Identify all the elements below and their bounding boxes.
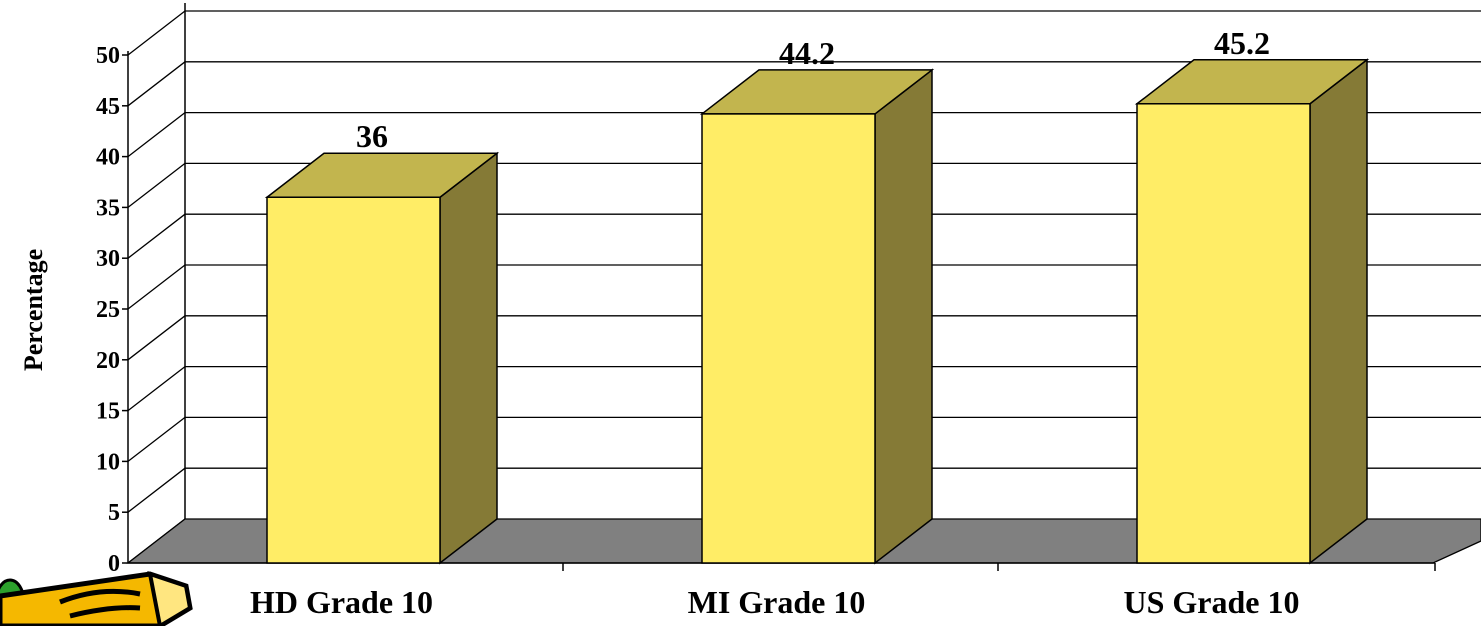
data-label: 36: [356, 118, 388, 154]
gridline-side: [127, 416, 186, 462]
bars: [264, 58, 1370, 565]
gridline-side: [127, 366, 186, 412]
y-axis-title: Percentage: [19, 249, 48, 371]
bar-front: [1136, 103, 1311, 564]
bar-front: [266, 196, 441, 564]
x-tick-label: US Grade 10: [1124, 584, 1300, 620]
data-label: 45.2: [1214, 25, 1270, 61]
gridline-side: [127, 112, 186, 158]
y-tick-label: 20: [96, 348, 120, 374]
bar-side: [874, 68, 933, 565]
gridline-side: [127, 213, 186, 259]
gridline-side: [127, 264, 186, 310]
x-tick-label: HD Grade 10: [250, 584, 433, 620]
bar-side: [1309, 58, 1368, 565]
y-tick-label: 45: [96, 94, 120, 120]
bar: [1134, 58, 1370, 565]
gridline-side: [127, 315, 186, 361]
bar-side: [439, 151, 498, 565]
labels: 36 HD Grade 10 44.2 MI Grade 10 45.2 US Grade…: [250, 25, 1300, 620]
y-tick-label: 5: [108, 500, 120, 526]
y-tick-label: 50: [96, 43, 120, 69]
y-tick-label: 15: [96, 399, 120, 425]
pencil-icon: [0, 571, 193, 630]
gridline-side: [127, 162, 186, 208]
bar: [699, 68, 935, 565]
data-label: 44.2: [779, 35, 835, 71]
y-tick-label: 0: [108, 551, 120, 577]
bar-front: [701, 113, 876, 564]
gridline-side: [127, 61, 186, 107]
gridline-side: [127, 10, 186, 56]
y-tick-label: 10: [96, 449, 120, 475]
gridline-side: [127, 467, 186, 513]
y-tick-label: 40: [96, 145, 120, 171]
y-tick-label: 25: [96, 297, 120, 323]
y-tick-label: 30: [96, 246, 120, 272]
y-tick-label: 35: [96, 195, 120, 221]
bar: [264, 151, 500, 565]
x-tick-label: MI Grade 10: [688, 584, 866, 620]
